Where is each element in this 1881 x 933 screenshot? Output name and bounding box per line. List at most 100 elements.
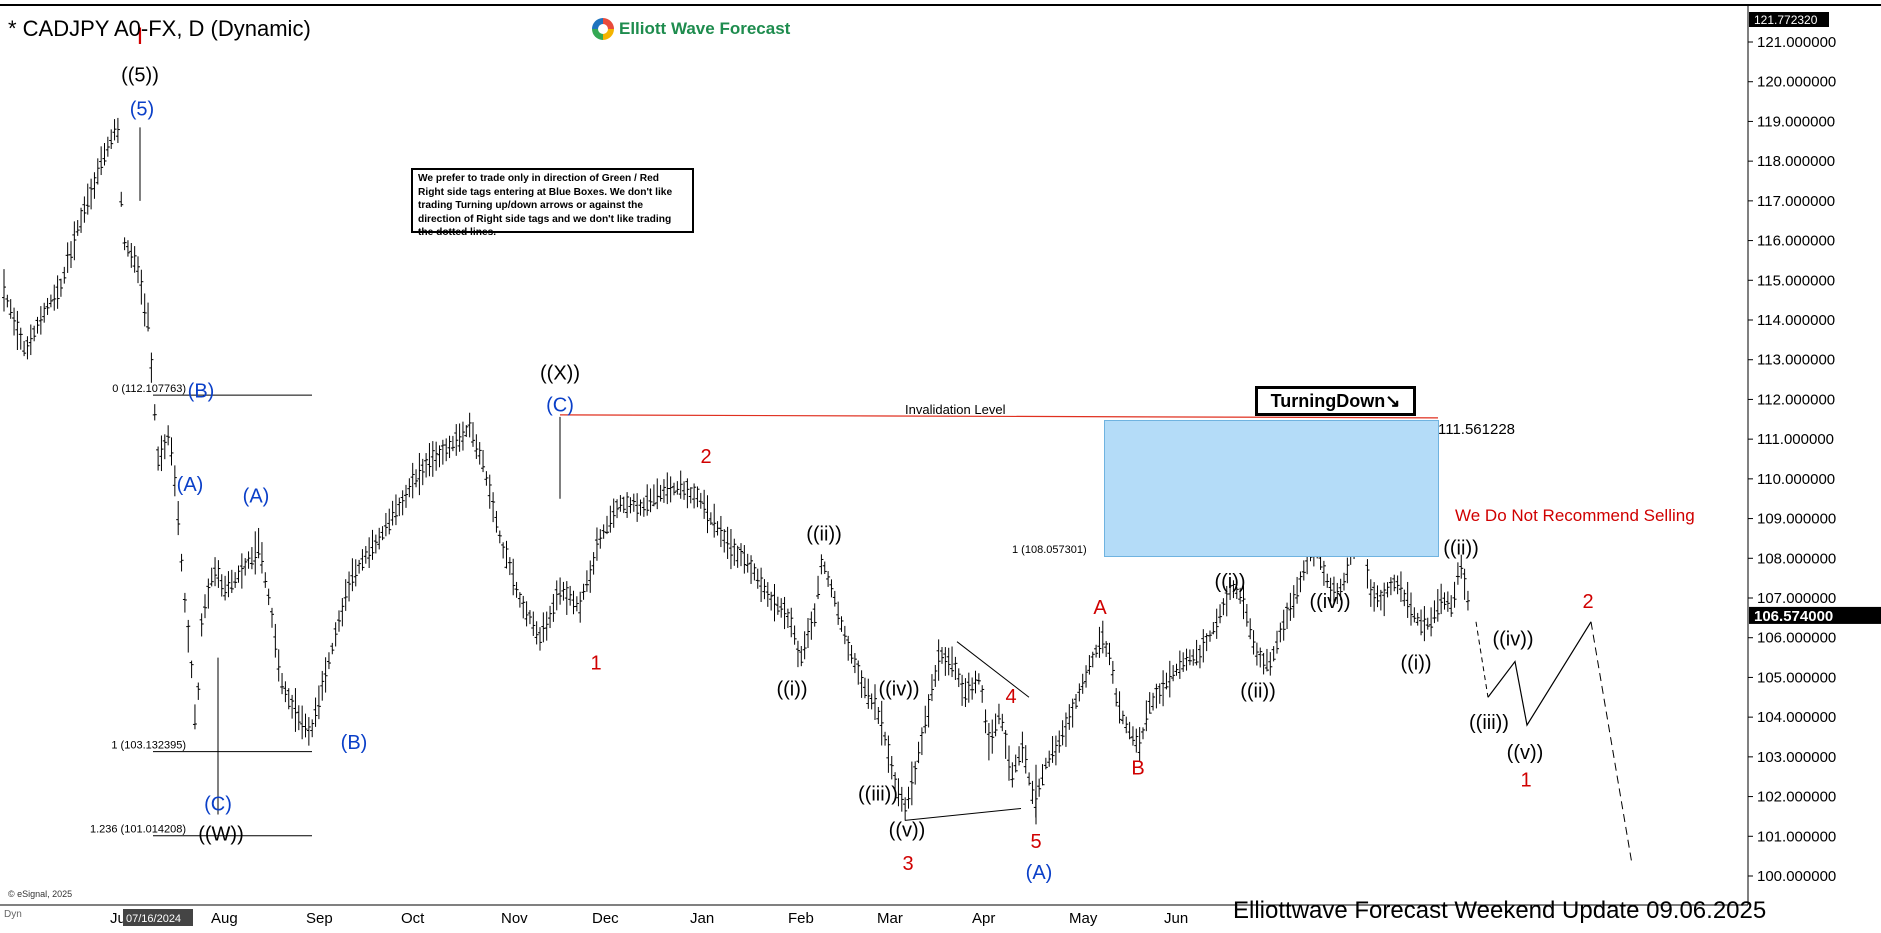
- blue-box-low-label: 1 (108.057301): [1012, 544, 1087, 556]
- y-tick-label: 120.000000: [1757, 74, 1836, 91]
- wave-label: 3: [902, 853, 913, 875]
- wave-label: 4: [1005, 686, 1016, 708]
- y-tick-label: 116.000000: [1757, 233, 1835, 250]
- wave-label: I: [137, 23, 144, 50]
- y-tick-label: 121.000000: [1757, 34, 1836, 51]
- y-tick-label: 112.000000: [1757, 391, 1835, 408]
- fib-level-label: 0 (112.107763): [112, 383, 186, 395]
- y-tick-label: 104.000000: [1757, 709, 1836, 726]
- wave-label: ((i)): [1400, 652, 1431, 674]
- projection-dashed-line: [1590, 621, 1633, 865]
- wave-label: ((i)): [1214, 571, 1245, 593]
- wave-label: 2: [700, 446, 711, 468]
- price-axis: 121.000000 120.000000 119.000000 118.000000…: [1748, 34, 1836, 885]
- wave-label: ((iv)): [1309, 591, 1350, 613]
- x-month-label: Feb: [788, 910, 814, 927]
- invalidation-line: [559, 414, 1439, 419]
- y-tick-label: 118.000000: [1757, 153, 1835, 170]
- y-tick-label: 113.000000: [1757, 352, 1835, 369]
- wave-label: ((iv)): [878, 678, 919, 700]
- copyright-text: © eSignal, 2025: [8, 889, 73, 899]
- wave-label: ((iii)): [858, 784, 898, 806]
- x-month-label: May: [1069, 910, 1098, 927]
- x-month-label: Oct: [401, 910, 425, 927]
- y-tick-label: 107.000000: [1757, 590, 1836, 607]
- x-month-label: Aug: [211, 910, 238, 927]
- trading-note: We prefer to trade only in direction of …: [411, 168, 694, 238]
- fib-level-label: 1 (103.132395): [111, 740, 186, 752]
- wave-label: ((5)): [121, 65, 159, 87]
- projection-dashed-segment: [1475, 621, 1489, 698]
- wave-label: (C): [546, 394, 574, 416]
- wave-label: 1: [590, 652, 601, 674]
- wave-label: 2: [1582, 591, 1593, 613]
- wave-label: (A): [177, 474, 204, 496]
- logo-text: Elliott Wave Forecast: [619, 19, 791, 38]
- wave-label: (A): [243, 486, 270, 508]
- wave-label: ((iv)): [1492, 629, 1533, 651]
- y-tick-label: 114.000000: [1757, 312, 1835, 329]
- wave-label: ((X)): [540, 363, 580, 385]
- recommendation-text: We Do Not Recommend Selling: [1455, 506, 1695, 525]
- last-price-tag-text: 106.574000: [1754, 608, 1833, 625]
- y-tick-label: 117.000000: [1757, 193, 1835, 210]
- date-tag: 07/16/2024: [123, 909, 193, 926]
- overlay-lines: [559, 414, 1633, 865]
- fib-level-label: 1.236 (101.014208): [90, 824, 186, 836]
- wave-label: (C): [204, 793, 232, 815]
- logo-icon: [592, 18, 614, 40]
- top-price-tag-text: 121.772320: [1754, 13, 1818, 27]
- fib-levels: 0 (112.107763) 1 (103.132395) 1.236 (101.0…: [90, 383, 312, 837]
- x-month-label: Sep: [306, 910, 333, 927]
- wave-label: 5: [1030, 831, 1041, 853]
- y-tick-label: 111.000000: [1757, 431, 1834, 448]
- time-axis: Jul Aug Sep Oct Nov Dec Jan Feb Mar Apr May Jun: [110, 910, 1188, 927]
- wave-label: ((ii)): [806, 523, 842, 545]
- y-tick-label: 119.000000: [1757, 113, 1835, 130]
- wave-label: A: [1093, 597, 1107, 619]
- footer-update-text: Elliottwave Forecast Weekend Update 09.0…: [1233, 897, 1767, 924]
- y-tick-label: 100.000000: [1757, 868, 1836, 885]
- last-price-tag: 106.574000: [1749, 606, 1881, 625]
- date-tag-text: 07/16/2024: [126, 913, 181, 925]
- triangle-lower-line: [904, 807, 1022, 821]
- wave-label: ((i)): [776, 678, 807, 700]
- wave-labels: I ((5)) (5) (B) (A) (A) (C) ((W)) (B) ((X)) (C) 1 2 (…: [121, 23, 1593, 884]
- invalidation-label: Invalidation Level: [905, 402, 1006, 417]
- blue-box-zone: [1104, 420, 1439, 557]
- wave-label: ((v)): [1507, 742, 1544, 764]
- y-tick-label: 110.000000: [1757, 471, 1835, 488]
- wave-label: ((iii)): [1469, 712, 1509, 734]
- invalidation-price-label: 111.561228: [1438, 421, 1515, 438]
- top-price-tag: 121.772320: [1749, 12, 1829, 27]
- wave-label: (5): [130, 98, 154, 120]
- turning-down-tag: TurningDown↘: [1255, 386, 1416, 416]
- y-tick-label: 103.000000: [1757, 749, 1836, 766]
- y-tick-label: 101.000000: [1757, 828, 1836, 845]
- wave-label: ((ii)): [1443, 537, 1479, 559]
- wave-label: (B): [188, 380, 215, 402]
- brand-logo: Elliott Wave Forecast: [592, 15, 790, 43]
- dynamic-tag: Dyn: [4, 909, 22, 920]
- y-tick-label: 115.000000: [1757, 272, 1835, 289]
- wave-label: (A): [1026, 862, 1053, 884]
- wave-label: B: [1131, 758, 1144, 780]
- y-tick-label: 106.000000: [1757, 630, 1836, 647]
- wave-label: (B): [341, 732, 368, 754]
- y-tick-label: 105.000000: [1757, 669, 1836, 686]
- x-month-label: Mar: [877, 910, 903, 927]
- triangle-upper-line: [956, 641, 1030, 698]
- wave-label: ((W)): [198, 823, 244, 845]
- wave-label: ((ii)): [1240, 680, 1276, 702]
- y-tick-label: 109.000000: [1757, 511, 1836, 528]
- turning-down-label: TurningDown: [1270, 391, 1386, 411]
- wave-label: 1: [1520, 770, 1531, 792]
- x-month-label: Apr: [972, 910, 995, 927]
- chart-title: * CADJPY A0-FX, D (Dynamic): [8, 16, 311, 41]
- wave-label: ((v)): [889, 819, 926, 841]
- projection-path: [1487, 621, 1592, 727]
- arrow-down-right-icon: ↘: [1385, 391, 1401, 411]
- y-tick-label: 108.000000: [1757, 550, 1836, 567]
